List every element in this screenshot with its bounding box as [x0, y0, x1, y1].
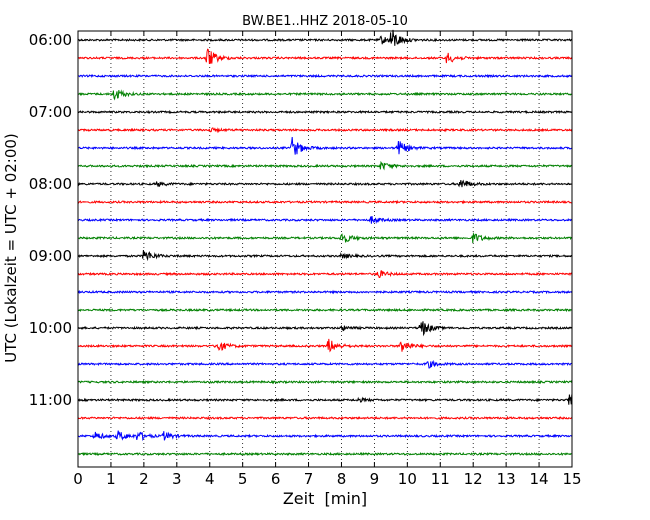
- trace-1115: [77, 415, 573, 421]
- x-axis-ticks: 0 1 2 3 4 5 6 7 8 9 10 11 12 13 14 15: [73, 31, 582, 488]
- y-tick-label: 10:00: [29, 319, 72, 337]
- x-tick-label: 6: [271, 470, 281, 488]
- y-tick-label: 07:00: [29, 103, 72, 121]
- trace-1030: [77, 360, 572, 369]
- x-tick-label: 1: [106, 470, 116, 488]
- chart-title: BW.BE1..HHZ 2018-05-10: [242, 14, 408, 29]
- y-tick-label: 06:00: [29, 31, 72, 49]
- trace-0630: [77, 73, 573, 79]
- x-tick-label: 10: [398, 470, 417, 488]
- trace-1000: [77, 321, 573, 337]
- trace-1045: [77, 379, 573, 385]
- x-axis-label: Zeit [min]: [283, 489, 367, 508]
- trace-0800: [77, 179, 572, 188]
- trace-1015: [77, 338, 573, 353]
- x-tick-label: 3: [172, 470, 182, 488]
- trace-1130: [77, 430, 573, 442]
- trace-0745: [77, 160, 573, 171]
- trace-0615: [77, 48, 573, 64]
- seismogram-traces: [77, 29, 573, 457]
- y-tick-label: 09:00: [29, 247, 72, 265]
- y-tick-label: 11:00: [29, 391, 72, 409]
- x-tick-label: 9: [370, 470, 380, 488]
- x-tick-label: 12: [464, 470, 483, 488]
- trace-0715: [77, 127, 573, 134]
- trace-0730: [77, 136, 572, 155]
- x-tick-label: 7: [304, 470, 314, 488]
- trace-0915: [77, 270, 573, 279]
- trace-0945: [77, 307, 572, 313]
- trace-0830: [77, 216, 573, 225]
- y-axis-ticks: 06:00 07:00 08:00 09:00 10:00 11:00: [29, 31, 572, 409]
- trace-0900: [77, 249, 573, 262]
- trace-0600: [77, 29, 573, 46]
- trace-0700: [77, 109, 573, 115]
- x-tick-label: 11: [431, 470, 450, 488]
- trace-1145: [77, 451, 572, 457]
- x-tick-label: 5: [238, 470, 248, 488]
- grid-lines: [110, 31, 540, 467]
- trace-0815: [77, 199, 572, 205]
- y-axis-label: UTC (Lokalzeit = UTC + 02:00): [2, 133, 20, 363]
- x-tick-label: 8: [337, 470, 347, 488]
- trace-1100: [77, 394, 573, 405]
- x-tick-label: 13: [497, 470, 516, 488]
- x-tick-label: 14: [530, 470, 549, 488]
- x-tick-label: 0: [73, 470, 83, 488]
- x-tick-label: 4: [205, 470, 215, 488]
- x-tick-label: 2: [139, 470, 149, 488]
- trace-0930: [77, 289, 573, 295]
- y-tick-label: 08:00: [29, 175, 72, 193]
- x-tick-label: 15: [562, 470, 581, 488]
- plot-frame: [77, 30, 573, 468]
- trace-0845: [77, 231, 572, 244]
- trace-0645: [77, 89, 573, 101]
